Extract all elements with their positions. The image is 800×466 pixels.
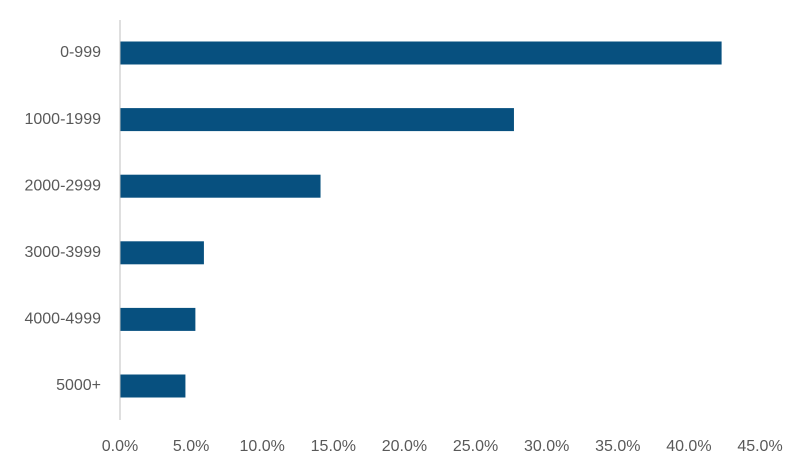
bar-5000+ bbox=[120, 374, 186, 398]
category-labels: 0-999 1000-1999 2000-2999 3000-3999 4000-499… bbox=[24, 44, 101, 394]
category-label: 5000+ bbox=[56, 377, 101, 394]
x-tick-label: 10.0% bbox=[240, 438, 285, 455]
category-label: 4000-4999 bbox=[24, 311, 101, 328]
x-tick-label: 15.0% bbox=[311, 438, 356, 455]
category-label: 3000-3999 bbox=[24, 244, 101, 261]
x-tick-label: 40.0% bbox=[666, 438, 711, 455]
category-label: 2000-2999 bbox=[24, 177, 101, 194]
bars-group bbox=[120, 41, 722, 398]
bar-0-999 bbox=[120, 41, 722, 65]
bar-2000-2999 bbox=[120, 174, 321, 198]
x-tick-label: 45.0% bbox=[737, 438, 782, 455]
bar-1000-1999 bbox=[120, 108, 514, 132]
x-tick-label: 0.0% bbox=[102, 438, 138, 455]
category-label: 0-999 bbox=[60, 44, 101, 61]
x-tick-label: 5.0% bbox=[173, 438, 209, 455]
x-tick-label: 35.0% bbox=[595, 438, 640, 455]
bar-3000-3999 bbox=[120, 241, 204, 265]
x-tick-label: 25.0% bbox=[453, 438, 498, 455]
category-label: 1000-1999 bbox=[24, 111, 101, 128]
bar-4000-4999 bbox=[120, 307, 196, 331]
x-tick-label: 20.0% bbox=[382, 438, 427, 455]
x-tick-labels: 0.0% 5.0% 10.0% 15.0% 20.0% 25.0% 30.0% 35.0% 40… bbox=[102, 438, 783, 455]
x-tick-label: 30.0% bbox=[524, 438, 569, 455]
